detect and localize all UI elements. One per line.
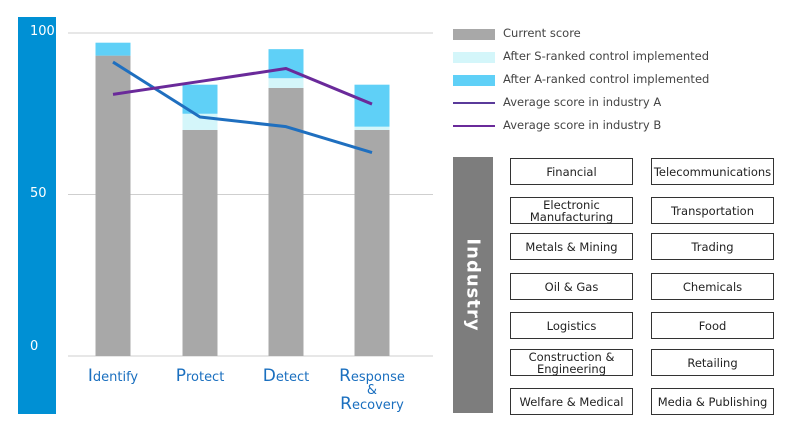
bar-detect-current <box>268 87 304 356</box>
bar-identify-a-ranked <box>95 42 131 56</box>
category-label-identify: Identify <box>88 366 139 386</box>
legend-swatch-industry-a <box>453 102 495 104</box>
bar-response-recovery-current <box>354 129 390 356</box>
legend-swatch-industry-b <box>453 125 495 127</box>
category-label-response: Response <box>339 366 405 386</box>
legend-label-current: Current score <box>503 26 581 40</box>
legend-swatch-a-ranked <box>453 75 495 86</box>
bar-protect-current <box>182 129 218 356</box>
industry-heading: Industry <box>462 238 484 332</box>
category-label-protect: Protect <box>176 366 225 386</box>
ytick-100: 100 <box>30 24 55 39</box>
category-label-ampersand: & <box>367 383 377 398</box>
bar-response-recovery-s-ranked <box>354 126 390 130</box>
ytick-0: 0 <box>30 339 39 354</box>
legend-item-current: Current score <box>453 24 793 47</box>
line-industry-b <box>112 67 373 106</box>
industry-chemicals[interactable]: Chemicals <box>651 273 774 300</box>
legend-item-s-ranked: After S-ranked control implemented <box>453 47 793 70</box>
ytick-50: 50 <box>30 186 47 201</box>
industry-retailing[interactable]: Retailing <box>651 349 774 376</box>
industry-welfare-medical[interactable]: Welfare & Medical <box>510 388 633 415</box>
bar-detect-s-ranked <box>268 78 304 88</box>
chart-panel: 100 50 0 Identify Protect Detect Response & R… <box>18 17 433 414</box>
category-label-detect: Detect <box>263 366 309 386</box>
industry-heading-bar: Industry <box>453 157 493 413</box>
legend-item-industry-a: Average score in industry A <box>453 93 793 116</box>
industry-electronic-manufacturing[interactable]: Electronic Manufacturing <box>510 197 633 224</box>
plot-area: Identify Protect Detect Response & Recovery <box>56 17 433 414</box>
legend-swatch-current <box>453 29 495 40</box>
bar-response-recovery-a-ranked <box>354 84 390 127</box>
industry-media-publishing[interactable]: Media & Publishing <box>651 388 774 415</box>
industry-telecommunications[interactable]: Telecommunications <box>651 158 774 185</box>
legend-item-a-ranked: After A-ranked control implemented <box>453 70 793 93</box>
legend-label-industry-b: Average score in industry B <box>503 118 662 132</box>
industry-financial[interactable]: Financial <box>510 158 633 185</box>
industry-trading[interactable]: Trading <box>651 233 774 260</box>
legend: Current score After S-ranked control imp… <box>453 24 793 139</box>
legend-item-industry-b: Average score in industry B <box>453 116 793 139</box>
industry-logistics[interactable]: Logistics <box>510 312 633 339</box>
industry-food[interactable]: Food <box>651 312 774 339</box>
legend-label-s-ranked: After S-ranked control implemented <box>503 49 710 63</box>
category-label-recovery: Recovery <box>340 394 404 414</box>
industry-transportation[interactable]: Transportation <box>651 197 774 224</box>
industry-construction-engineering[interactable]: Construction & Engineering <box>510 349 633 376</box>
bar-identify-current <box>95 55 131 357</box>
legend-swatch-s-ranked <box>453 52 495 63</box>
bar-line-chart: Identify Protect Detect Response&Recovery <box>68 32 433 414</box>
industry-oil-gas[interactable]: Oil & Gas <box>510 273 633 300</box>
line-industry-a <box>112 60 373 154</box>
legend-label-industry-a: Average score in industry A <box>503 95 662 109</box>
industry-metals-mining[interactable]: Metals & Mining <box>510 233 633 260</box>
legend-label-a-ranked: After A-ranked control implemented <box>503 72 710 86</box>
